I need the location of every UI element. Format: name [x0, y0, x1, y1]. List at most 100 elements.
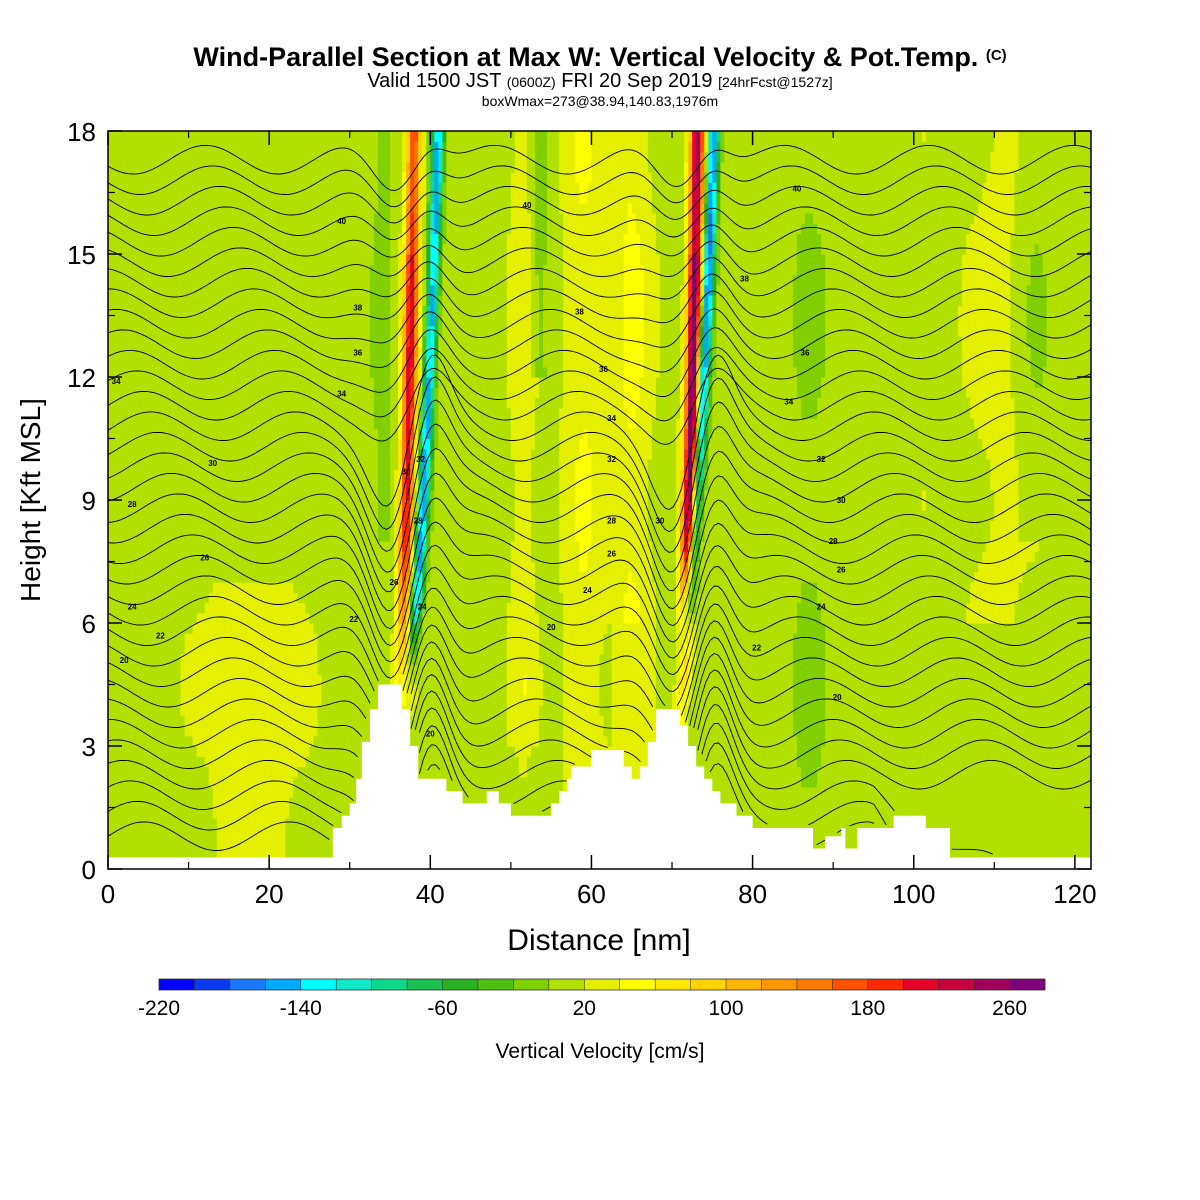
- field-cell: [898, 131, 903, 870]
- field-cell: [672, 131, 677, 685]
- contour-label: 38: [575, 307, 584, 316]
- field-cell: [289, 582, 294, 798]
- field-cell: [821, 377, 826, 624]
- y-axis-label: Height [Kft MSL]: [15, 398, 46, 602]
- colorbar-swatch: [194, 979, 230, 990]
- field-cell: [688, 254, 693, 275]
- field-cell: [442, 141, 447, 183]
- contour-label: 30: [655, 517, 664, 526]
- field-cell: [966, 603, 971, 624]
- field-cell: [402, 244, 407, 265]
- field-cell: [430, 172, 435, 203]
- field-cell: [970, 223, 975, 418]
- y-tick-label: 15: [67, 240, 96, 270]
- contour-label: 20: [426, 730, 435, 739]
- field-cell: [531, 131, 536, 378]
- field-cell: [728, 131, 733, 870]
- field-cell: [563, 131, 568, 870]
- field-cell: [301, 131, 306, 603]
- field-cell: [382, 131, 387, 542]
- field-cell: [543, 264, 548, 367]
- field-cell: [1035, 551, 1040, 869]
- field-cell: [406, 203, 411, 255]
- field-cell: [370, 131, 375, 265]
- field-cell: [962, 254, 967, 388]
- field-cell: [281, 131, 286, 583]
- field-cell: [1047, 131, 1052, 870]
- field-cell: [712, 131, 717, 183]
- field-cell: [406, 541, 411, 562]
- field-cell: [805, 213, 810, 419]
- field-cell: [692, 182, 697, 254]
- field-cell: [922, 510, 927, 869]
- field-cell: [261, 131, 266, 583]
- field-cell: [257, 131, 262, 583]
- field-cell: [297, 767, 302, 870]
- field-cell: [994, 623, 999, 870]
- field-cell: [531, 449, 536, 562]
- field-cell: [434, 357, 439, 388]
- field-cell: [265, 131, 270, 583]
- field-cell: [676, 685, 681, 706]
- field-cell: [700, 305, 705, 316]
- contour-label: 36: [599, 365, 608, 374]
- field-cell: [422, 131, 427, 214]
- colorbar-swatch: [336, 979, 372, 990]
- field-cell: [761, 131, 766, 870]
- field-cell: [1023, 572, 1028, 870]
- field-cell: [374, 131, 379, 214]
- colorbar-swatch: [655, 979, 691, 990]
- field-cell: [1059, 131, 1064, 870]
- field-cell: [434, 131, 439, 142]
- field-cell: [1039, 131, 1044, 255]
- field-cell: [567, 131, 572, 870]
- field-cell: [745, 131, 750, 870]
- field-cell: [418, 131, 423, 162]
- field-cell: [781, 131, 786, 870]
- field-cell: [708, 295, 713, 316]
- field-cell: [426, 244, 431, 275]
- contour-label: 34: [337, 389, 346, 398]
- field-cell: [970, 582, 975, 624]
- field-cell: [523, 695, 528, 778]
- field-cell: [656, 254, 661, 378]
- field-cell: [185, 736, 190, 870]
- field-cell: [575, 182, 580, 459]
- field-cell: [442, 131, 447, 142]
- field-cell: [402, 264, 407, 316]
- field-cell: [712, 234, 717, 255]
- field-cell: [354, 131, 359, 870]
- field-cell: [1014, 131, 1019, 173]
- field-cell: [535, 131, 540, 275]
- field-cell: [704, 408, 709, 419]
- field-cell: [438, 203, 443, 234]
- colorbar-swatch: [1010, 979, 1046, 990]
- field-cell: [974, 623, 979, 870]
- field-cell: [636, 234, 641, 409]
- field-cell: [720, 131, 725, 162]
- field-cell: [684, 510, 689, 531]
- contour-label: 32: [817, 455, 826, 464]
- field-cell: [978, 623, 983, 870]
- field-cell: [680, 131, 685, 285]
- contour-label: 34: [607, 414, 616, 423]
- contour-label: 26: [390, 578, 399, 587]
- colorbar-swatch: [549, 979, 585, 990]
- field-cell: [181, 715, 186, 869]
- field-cell: [821, 254, 826, 378]
- colorbar-swatch: [726, 979, 762, 990]
- field-cell: [527, 213, 532, 757]
- field-cell: [189, 633, 194, 736]
- field-cell: [297, 603, 302, 768]
- field-cell: [1043, 367, 1048, 870]
- contour-label: 22: [156, 631, 165, 640]
- colorbar-swatch: [939, 979, 975, 990]
- x-tick-label: 100: [892, 879, 935, 909]
- field-cell: [982, 131, 987, 183]
- field-cell: [305, 131, 310, 613]
- contour-label: 30: [402, 467, 411, 476]
- field-cell: [434, 336, 439, 357]
- field-cell: [628, 131, 633, 203]
- field-cell: [205, 767, 210, 870]
- field-cell: [201, 131, 206, 613]
